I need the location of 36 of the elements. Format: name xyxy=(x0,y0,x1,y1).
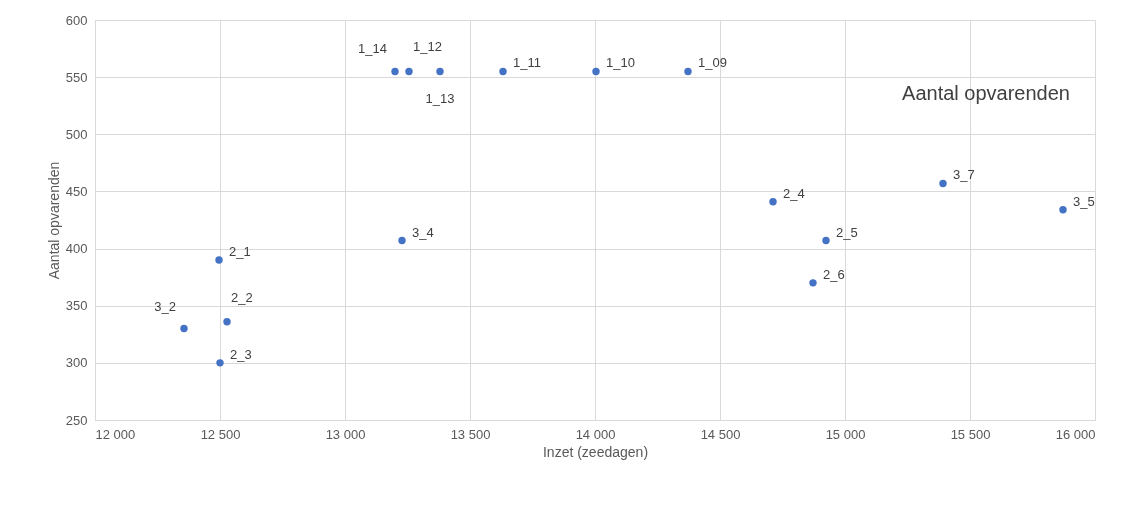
y-tick-label: 500 xyxy=(65,126,88,142)
data-label: 3_4 xyxy=(412,224,434,240)
x-tick-label: 14 500 xyxy=(700,426,741,442)
data-label: 1_14 xyxy=(358,41,387,57)
data-label: 3_5 xyxy=(1073,193,1095,209)
data-label: 1_10 xyxy=(606,55,635,71)
x-tick-label: 12 500 xyxy=(200,426,241,442)
y-tick-label: 450 xyxy=(65,183,88,199)
y-tick-label: 550 xyxy=(65,69,88,85)
data-label: 1_12 xyxy=(413,39,442,55)
data-label: 2_5 xyxy=(836,224,858,240)
x-tick-label: 15 000 xyxy=(825,426,866,442)
y-axis-title: Aantal opvarenden xyxy=(45,161,62,280)
data-label: 2_2 xyxy=(231,289,253,305)
y-tick-label: 600 xyxy=(65,12,88,28)
y-tick-label: 250 xyxy=(65,412,88,428)
x-tick-label: 13 500 xyxy=(450,426,491,442)
data-label: 3_2 xyxy=(154,298,176,314)
data-label: 2_4 xyxy=(783,185,805,201)
text: Aantal opvarenden xyxy=(902,82,1070,104)
y-tick-label: 400 xyxy=(65,241,88,257)
data-label: 1_13 xyxy=(425,91,455,107)
data-label: 1_11 xyxy=(513,55,541,71)
y-tick-label: 300 xyxy=(65,355,88,371)
data-label: 2_3 xyxy=(230,346,252,362)
data-label: 2_6 xyxy=(823,266,845,282)
x-tick-label: 13 000 xyxy=(325,426,366,442)
data-label: 1_09 xyxy=(698,55,727,71)
data-label: 2_1 xyxy=(229,244,251,259)
data-label: 3_7 xyxy=(953,167,975,183)
x-tick-label: 12 000 xyxy=(95,426,136,442)
x-axis-title: Inzet (zeedagen) xyxy=(542,443,649,460)
y-tick-label: 350 xyxy=(65,298,88,314)
x-tick-label: 14 000 xyxy=(575,426,616,442)
x-tick-label: 16 000 xyxy=(1055,426,1096,442)
x-tick-label: 15 500 xyxy=(950,426,991,442)
